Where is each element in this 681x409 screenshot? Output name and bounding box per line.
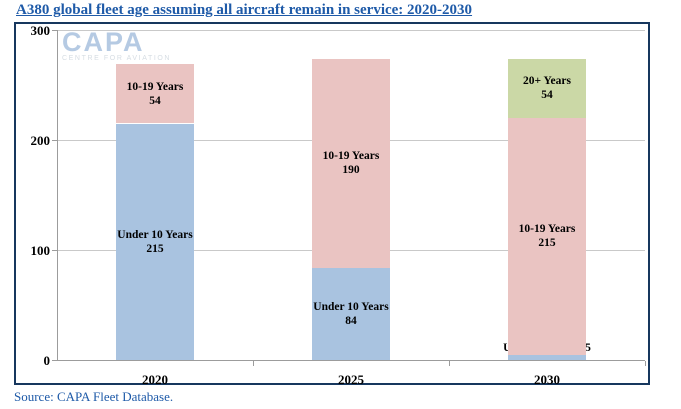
x-axis-line — [57, 360, 645, 361]
bar-segment — [508, 354, 586, 360]
segment-value-label: 215 — [146, 242, 164, 255]
chart-plot-area: CAPA CENTRE FOR AVIATION 0 100 200 300 2020 U… — [14, 22, 650, 387]
segment-value-label: 84 — [345, 314, 357, 327]
y-tick-label: 100 — [30, 243, 51, 258]
segment-name-label: Under 10 Years — [117, 228, 193, 241]
bar-segment: 10-19 Years 215 — [508, 118, 586, 355]
y-tick-label: 0 — [43, 353, 51, 368]
segment-name-label: 10-19 Years — [518, 223, 576, 236]
segment-name-label: Under 10 Years — [313, 300, 389, 313]
y-axis-tick — [52, 250, 57, 251]
capa-logo-wordmark: CAPA — [62, 27, 145, 57]
x-category-label: 2030 — [534, 372, 560, 387]
bar-segment: 10-19 Years 54 — [116, 64, 194, 124]
segment-value-label: 190 — [342, 164, 360, 177]
x-axis-tick — [449, 361, 450, 366]
gridline — [57, 30, 645, 31]
x-category-label: 2020 — [142, 372, 168, 387]
x-axis-tick — [253, 361, 254, 366]
y-axis-tick — [52, 30, 57, 31]
capa-logo: CAPA CENTRE FOR AVIATION — [62, 27, 172, 63]
bar-segment: 10-19 Years 190 — [312, 58, 390, 268]
y-tick-label: 200 — [30, 133, 51, 148]
bar-segment: Under 10 Years 215 — [116, 123, 194, 360]
y-axis-tick — [52, 140, 57, 141]
segment-name-label: 10-19 Years — [126, 80, 184, 93]
segment-value-label: 54 — [541, 89, 553, 102]
y-axis-tick — [52, 360, 57, 361]
segment-name-label: 20+ Years — [523, 75, 571, 88]
chart-title: A380 global fleet age assuming all aircr… — [16, 2, 676, 19]
bar-segment: 20+ Years 54 — [508, 58, 586, 118]
capa-logo-tagline: CENTRE FOR AVIATION — [62, 55, 172, 62]
segment-value-label: 215 — [538, 237, 556, 250]
source-attribution: Source: CAPA Fleet Database. — [14, 389, 174, 404]
bar-segment: Under 10 Years 84 — [312, 267, 390, 360]
x-axis-tick — [645, 361, 646, 366]
y-tick-label: 300 — [30, 23, 51, 38]
y-axis-line — [57, 30, 58, 360]
x-category-label: 2025 — [338, 372, 364, 387]
chart-title-text: A380 global fleet age assuming all aircr… — [16, 2, 473, 18]
segment-value-label: 54 — [149, 94, 161, 107]
segment-name-label: 10-19 Years — [322, 150, 380, 163]
